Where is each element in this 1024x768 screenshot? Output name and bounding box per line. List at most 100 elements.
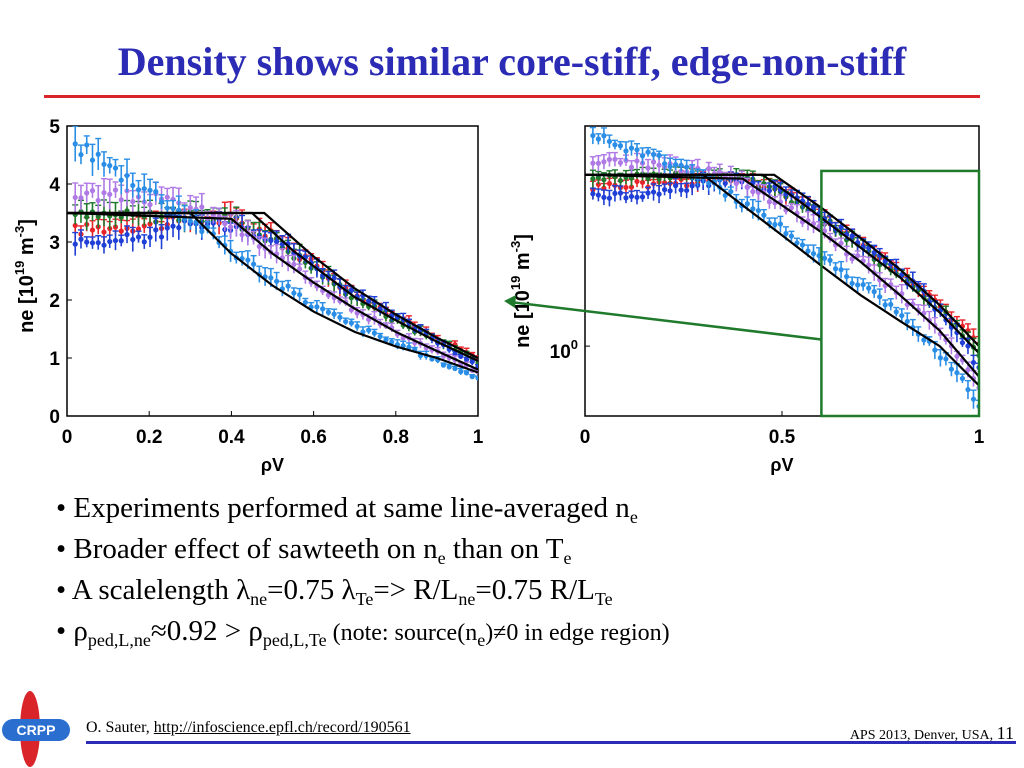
- y-tick-exponent: 0: [571, 337, 578, 352]
- data-point: [325, 309, 331, 315]
- data-point: [463, 356, 470, 363]
- data-point: [639, 179, 646, 185]
- series-group: [585, 126, 979, 413]
- data-point: [135, 234, 142, 240]
- data-point: [274, 239, 280, 245]
- slide-title: Density shows similar core-stiff, edge-n…: [117, 39, 907, 84]
- data-point: [371, 330, 378, 336]
- data-point: [158, 199, 165, 205]
- data-point: [331, 311, 337, 317]
- y-tick-label: 2: [49, 291, 60, 312]
- data-point: [268, 237, 274, 244]
- y-axis-label-part: -3: [12, 226, 27, 238]
- data-point: [810, 250, 817, 257]
- data-point: [965, 343, 971, 349]
- data-point: [164, 225, 170, 231]
- data-point: [645, 190, 651, 196]
- data-point: [645, 149, 651, 155]
- y-axis-label-part: m: [16, 237, 38, 260]
- data-point: [623, 148, 629, 154]
- data-point: [130, 182, 136, 189]
- data-point: [314, 304, 320, 310]
- data-point: [297, 292, 303, 298]
- data-point: [590, 176, 596, 182]
- data-point: [888, 301, 894, 308]
- fit-curve: [585, 173, 979, 378]
- data-point: [354, 323, 360, 329]
- y-axis-label-part: ne [10: [16, 275, 38, 333]
- data-point: [153, 227, 159, 233]
- data-point: [656, 152, 662, 158]
- data-point: [135, 187, 142, 193]
- data-point: [84, 142, 90, 148]
- data-point: [838, 267, 844, 273]
- data-point: [645, 165, 651, 171]
- data-point: [899, 312, 905, 319]
- data-point: [855, 253, 861, 259]
- data-point: [164, 194, 170, 200]
- data-point: [612, 190, 618, 196]
- data-point: [628, 145, 635, 151]
- data-point: [78, 152, 84, 158]
- data-point: [250, 261, 257, 267]
- y-tick-label: 5: [49, 117, 60, 138]
- bullet-text: =0.75 λ: [267, 574, 356, 606]
- data-point: [147, 202, 153, 208]
- data-point: [124, 231, 130, 238]
- fit-curve: [585, 173, 979, 354]
- data-point: [130, 198, 136, 205]
- data-point: [469, 359, 475, 365]
- data-point: [84, 190, 90, 196]
- data-point: [291, 290, 297, 296]
- data-point: [84, 214, 90, 220]
- y-axis-label-part: 19: [12, 261, 27, 275]
- data-point: [78, 236, 84, 242]
- footer-link[interactable]: http://infoscience.epfl.ch/record/190561: [153, 719, 411, 736]
- data-point: [932, 347, 938, 353]
- data-point: [689, 183, 695, 189]
- bullet-subscript: ne: [458, 589, 476, 609]
- logo-blue-bar: [2, 719, 70, 741]
- bullet-list: • Experiments performed at same line-ave…: [56, 488, 1016, 654]
- data-point: [904, 318, 910, 325]
- data-point: [634, 158, 640, 164]
- bullet-subscript: ne: [250, 589, 268, 609]
- data-point: [728, 188, 734, 195]
- data-point: [650, 159, 657, 165]
- data-point: [650, 189, 657, 195]
- data-point: [590, 132, 596, 139]
- plot-frame: [584, 125, 980, 417]
- data-point: [463, 370, 470, 376]
- data-point: [95, 151, 101, 157]
- data-point: [118, 197, 124, 203]
- data-point: [107, 238, 113, 245]
- footer-author: O. Sauter,: [86, 719, 154, 736]
- data-point: [788, 233, 795, 239]
- data-point: [617, 160, 624, 166]
- data-point: [777, 221, 784, 227]
- data-point: [107, 191, 113, 197]
- data-point: [452, 351, 458, 357]
- bullet-text: • A scalelength λ: [56, 574, 251, 606]
- data-point: [689, 169, 695, 175]
- title-rule: [44, 95, 980, 98]
- data-point: [601, 133, 607, 139]
- data-point: [112, 165, 119, 171]
- data-point: [744, 201, 750, 207]
- data-point: [634, 147, 640, 153]
- data-point: [343, 318, 349, 325]
- data-point: [838, 224, 844, 230]
- data-point: [623, 195, 629, 201]
- bullet-subscript: e: [563, 548, 572, 568]
- data-point: [673, 183, 679, 189]
- data-point: [222, 221, 228, 227]
- data-point: [256, 243, 262, 250]
- data-point: [72, 222, 78, 229]
- data-point: [245, 257, 251, 263]
- y-tick-label: 4: [49, 175, 60, 196]
- data-point: [805, 248, 811, 254]
- data-point: [285, 283, 291, 289]
- x-tick-label: 0: [580, 427, 591, 448]
- zoom-connector-line: [509, 300, 822, 341]
- data-point: [274, 278, 280, 284]
